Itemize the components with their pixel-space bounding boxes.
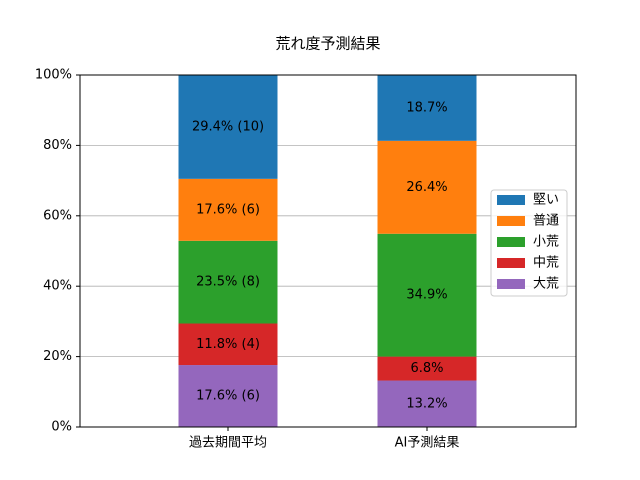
value-label: 29.4% (10)	[192, 120, 264, 135]
y-tick-label: 60%	[43, 208, 72, 223]
bar-segment	[178, 75, 278, 179]
y-tick-label: 100%	[35, 68, 72, 83]
bar-segment	[178, 365, 278, 427]
bar-segment	[377, 75, 477, 141]
y-tick-label: 80%	[43, 138, 72, 153]
bar-segment	[377, 140, 477, 234]
legend-swatch	[497, 195, 525, 205]
bar-segment	[377, 233, 477, 357]
chart-title: 荒れ度予測結果	[275, 35, 380, 53]
legend-swatch	[497, 216, 525, 226]
y-tick-label: 20%	[43, 349, 72, 364]
value-label: 34.9%	[406, 288, 447, 303]
value-label: 13.2%	[406, 396, 447, 411]
value-label: 23.5% (8)	[196, 275, 260, 290]
legend-label: 普通	[533, 214, 559, 229]
x-tick-label: AI予測結果	[395, 436, 460, 451]
legend-label: 小荒	[533, 235, 559, 250]
bar-segment	[178, 323, 278, 366]
value-label: 17.6% (6)	[196, 389, 260, 404]
bar-segment	[377, 380, 477, 427]
legend-swatch	[497, 258, 525, 268]
y-tick-label: 40%	[43, 279, 72, 294]
bar-segment	[178, 240, 278, 324]
value-label: 11.8% (4)	[196, 337, 260, 352]
y-tick-label: 0%	[51, 420, 72, 435]
plot-frame	[79, 74, 577, 428]
legend-label: 中荒	[533, 256, 559, 271]
bar-segment	[178, 178, 278, 241]
x-tick-label: 過去期間平均	[189, 436, 267, 451]
legend-swatch	[497, 237, 525, 247]
legend-label: 堅い	[533, 193, 559, 208]
legend-label: 大荒	[533, 277, 559, 292]
bar-segment	[377, 356, 477, 381]
value-label: 17.6% (6)	[196, 202, 260, 217]
legend-swatch	[497, 279, 525, 289]
value-label: 18.7%	[406, 100, 447, 115]
value-label: 6.8%	[410, 361, 443, 376]
value-label: 26.4%	[406, 180, 447, 195]
